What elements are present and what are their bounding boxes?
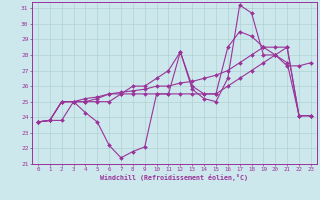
X-axis label: Windchill (Refroidissement éolien,°C): Windchill (Refroidissement éolien,°C) (100, 174, 248, 181)
